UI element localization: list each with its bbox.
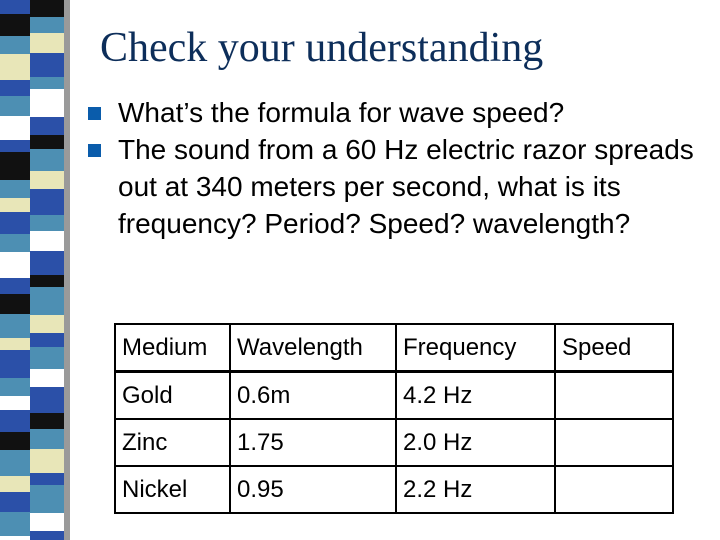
stripe-block (30, 17, 64, 33)
table-row: Zinc 1.75 2.0 Hz (114, 418, 674, 467)
table-cell (554, 418, 674, 467)
stripe-block (0, 0, 30, 14)
bullet-text: The sound from a 60 Hz electric razor sp… (118, 134, 694, 239)
bullet-text: What’s the formula for wave speed? (118, 97, 565, 128)
table-cell (554, 465, 674, 514)
table-header-row: Medium Wavelength Frequency Speed (114, 323, 674, 373)
table-cell: Zinc (114, 418, 231, 467)
header-cell: Speed (555, 323, 674, 373)
stripe-block (0, 314, 30, 338)
stripe-block (0, 338, 30, 350)
stripe-block (30, 189, 64, 215)
stripe-block (0, 432, 30, 450)
table-row: Gold 0.6m 4.2 Hz (114, 370, 674, 420)
stripe-block (30, 413, 64, 429)
stripe-block (0, 212, 30, 234)
stripe-block (30, 485, 64, 513)
stripe-block (0, 450, 30, 476)
stripe-block (0, 378, 30, 396)
stripe-block (0, 54, 30, 80)
stripe-block (0, 198, 30, 212)
stripe-block (30, 251, 64, 275)
stripe-block (30, 369, 64, 387)
stripe-block (0, 116, 30, 140)
stripe-block (30, 287, 64, 315)
stripe-block (0, 410, 30, 432)
stripe-block (0, 234, 30, 252)
table-cell: 2.0 Hz (395, 418, 556, 467)
stripe-block (0, 492, 30, 512)
stripe-block (0, 180, 30, 198)
stripe-block (30, 449, 64, 473)
stripe-block (0, 252, 30, 278)
stripe-block (0, 396, 30, 410)
stripe-block (30, 531, 64, 540)
header-cell: Medium (114, 323, 231, 373)
stripe-block (0, 278, 30, 294)
stripe-block (30, 231, 64, 251)
stripe-block (30, 333, 64, 347)
stripe-block (30, 171, 64, 189)
table-cell (554, 370, 674, 420)
bullet-item: What’s the formula for wave speed? (86, 94, 696, 131)
stripe-block (0, 536, 30, 540)
bullet-list: What’s the formula for wave speed? The s… (86, 94, 696, 242)
stripe-block (0, 476, 30, 492)
slide-title: Check your understanding (100, 25, 544, 71)
stripe-block (30, 275, 64, 287)
stripe-block (0, 140, 30, 152)
table-cell: Nickel (114, 465, 231, 514)
stripe-block (30, 215, 64, 231)
stripe-block (0, 36, 30, 54)
stripe-block (0, 14, 30, 36)
table-cell: 2.2 Hz (395, 465, 556, 514)
stripe-block (30, 473, 64, 485)
stripe-block (30, 135, 64, 149)
stripe-block (30, 315, 64, 333)
table-row: Nickel 0.95 2.2 Hz (114, 465, 674, 514)
header-cell: Wavelength (229, 323, 397, 373)
stripe-block (0, 80, 30, 96)
stripe-block (30, 89, 64, 117)
stripe-block (0, 350, 30, 378)
table-cell: 0.6m (229, 370, 397, 420)
stripe-block (30, 513, 64, 531)
table-cell: Gold (114, 370, 231, 420)
table-cell: 0.95 (229, 465, 397, 514)
stripe-edge (64, 0, 70, 540)
stripe-block (30, 149, 64, 171)
stripe-block (30, 0, 64, 17)
stripe-block (30, 117, 64, 135)
decorative-stripe (0, 0, 70, 540)
stripe-block (30, 53, 64, 77)
table-cell: 4.2 Hz (395, 370, 556, 420)
stripe-block (30, 33, 64, 53)
header-cell: Frequency (395, 323, 556, 373)
square-bullet-icon (88, 144, 101, 157)
stripe-block (30, 429, 64, 449)
stripe-block (0, 512, 30, 536)
stripe-block (0, 152, 30, 180)
stripe-block (0, 96, 30, 116)
stripe-block (0, 294, 30, 314)
square-bullet-icon (88, 107, 101, 120)
bullet-item: The sound from a 60 Hz electric razor sp… (86, 131, 696, 242)
table-cell: 1.75 (229, 418, 397, 467)
stripe-block (30, 347, 64, 369)
wave-table: Medium Wavelength Frequency Speed Gold 0… (114, 323, 674, 514)
stripe-block (30, 387, 64, 413)
stripe-block (30, 77, 64, 89)
